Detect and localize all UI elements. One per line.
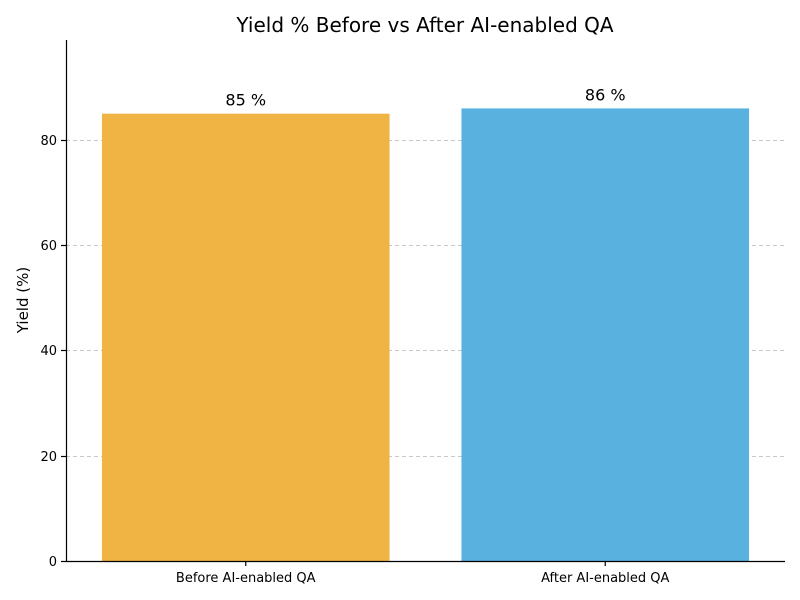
- bars: [101, 108, 750, 562]
- y-ticks: 0 20 40 60 80: [40, 134, 66, 570]
- x-tick-labels: Before AI-enabled QA After AI-enabled QA: [176, 561, 670, 586]
- data-label: 85 %: [225, 91, 266, 110]
- bar: [101, 113, 390, 562]
- y-axis-label: Yield (%): [14, 267, 32, 334]
- y-tick-label: 80: [40, 134, 57, 149]
- x-tick-label: Before AI-enabled QA: [176, 571, 316, 586]
- bar: [461, 108, 750, 562]
- chart-title: Yield % Before vs After AI-enabled QA: [235, 13, 613, 37]
- x-tick-label: After AI-enabled QA: [541, 571, 669, 586]
- y-tick-label: 60: [40, 239, 57, 254]
- y-tick-label: 40: [40, 344, 57, 359]
- axes: [65, 40, 785, 563]
- y-tick-label: 20: [40, 450, 57, 465]
- data-labels: 85 % 86 %: [225, 85, 625, 109]
- data-label: 86 %: [585, 85, 626, 104]
- y-tick-label: 0: [49, 555, 57, 570]
